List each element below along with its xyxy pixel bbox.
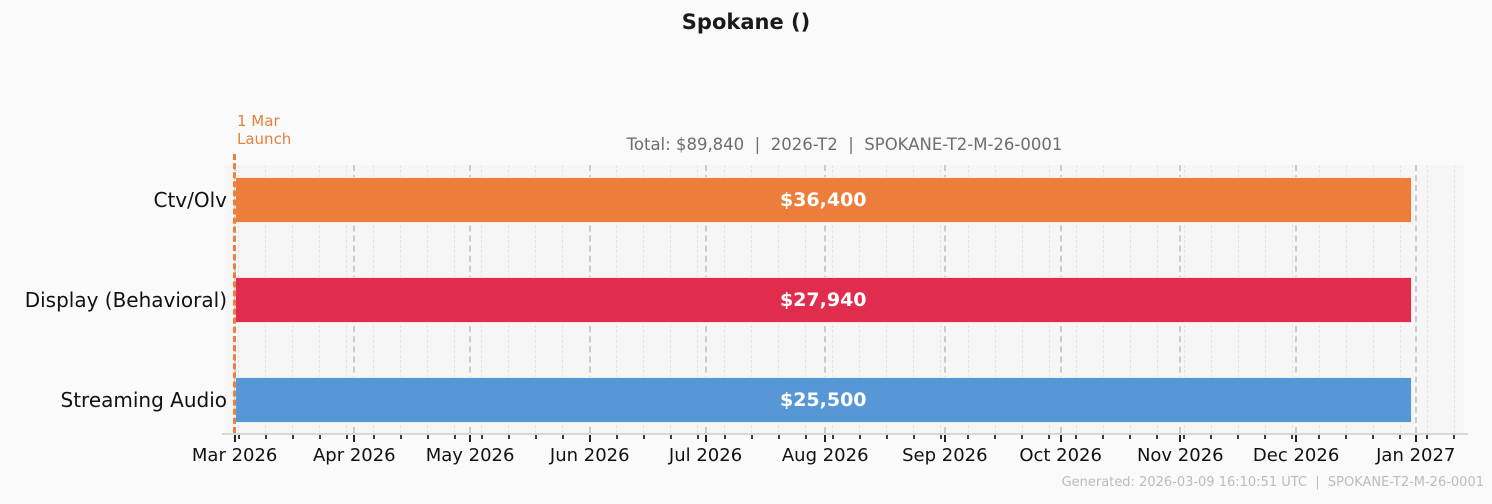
gridline-major <box>1414 165 1417 433</box>
y-axis-label: Display (Behavioral) <box>24 288 227 312</box>
x-tick-minor <box>1453 434 1456 439</box>
x-tick-label: Aug 2026 <box>781 445 869 466</box>
x-tick-minor <box>777 434 780 439</box>
x-tick-major <box>824 434 827 442</box>
x-tick-major <box>1059 434 1062 442</box>
x-tick-minor <box>561 434 564 439</box>
bar: $25,500 <box>234 377 1412 423</box>
gridline-minor <box>1426 165 1428 433</box>
x-tick-minor <box>1264 434 1267 439</box>
x-tick-minor <box>804 434 807 439</box>
x-tick-minor <box>1345 434 1348 439</box>
x-tick-minor <box>994 434 997 439</box>
x-tick-minor <box>264 434 267 439</box>
launch-annotation: 1 Mar Launch <box>237 112 292 148</box>
chart-subtitle: Total: $89,840 | 2026-T2 | SPOKANE-T2-M-… <box>626 135 1063 154</box>
x-tick-minor <box>399 434 402 439</box>
bar: $27,940 <box>234 277 1412 323</box>
x-tick-major <box>1295 434 1298 442</box>
x-tick-minor <box>480 434 483 439</box>
x-tick-minor <box>426 434 429 439</box>
y-axis-label: Ctv/Olv <box>153 188 227 212</box>
x-tick-minor <box>750 434 753 439</box>
x-tick-major <box>588 434 591 442</box>
x-tick-label: Sep 2026 <box>902 445 988 466</box>
x-tick-major <box>1179 434 1182 442</box>
x-tick-major <box>1414 434 1417 442</box>
x-tick-minor <box>912 434 915 439</box>
x-tick-label: Nov 2026 <box>1136 445 1224 466</box>
y-axis-label: Streaming Audio <box>60 388 228 412</box>
bar-value-label: $25,500 <box>779 389 867 411</box>
x-tick-label: Apr 2026 <box>312 445 396 466</box>
bar: $36,400 <box>234 177 1412 223</box>
x-tick-minor <box>237 434 240 439</box>
x-tick-minor <box>1210 434 1213 439</box>
x-tick-minor <box>1048 434 1051 439</box>
x-tick-label: Oct 2026 <box>1019 445 1102 466</box>
x-tick-minor <box>858 434 861 439</box>
x-tick-minor <box>372 434 375 439</box>
x-tick-minor <box>696 434 699 439</box>
x-tick-minor <box>831 434 834 439</box>
x-tick-minor <box>939 434 942 439</box>
x-tick-label: Jan 2027 <box>1376 445 1456 466</box>
x-tick-minor <box>1183 434 1186 439</box>
x-tick-minor <box>1102 434 1105 439</box>
bar-value-label: $36,400 <box>779 189 867 211</box>
x-tick-minor <box>642 434 645 439</box>
x-tick-minor <box>1129 434 1132 439</box>
x-tick-minor <box>1399 434 1402 439</box>
x-tick-label: Dec 2026 <box>1252 445 1340 466</box>
x-tick-major <box>704 434 707 442</box>
x-tick-major <box>353 434 356 442</box>
x-tick-major <box>469 434 472 442</box>
chart-title: Spokane () <box>681 10 811 34</box>
x-tick-minor <box>318 434 321 439</box>
x-tick-minor <box>1372 434 1375 439</box>
gridline-minor <box>1453 165 1455 433</box>
x-tick-minor <box>1021 434 1024 439</box>
x-tick-label: May 2026 <box>425 445 515 466</box>
x-tick-minor <box>291 434 294 439</box>
x-axis-line <box>222 433 1468 435</box>
footer-note: Generated: 2026-03-09 16:10:51 UTC | SPO… <box>1061 475 1484 490</box>
x-tick-minor <box>1156 434 1159 439</box>
launch-annotation-line2: Launch <box>237 129 292 148</box>
x-tick-label: Jul 2026 <box>668 445 743 466</box>
x-tick-minor <box>345 434 348 439</box>
x-tick-minor <box>507 434 510 439</box>
x-tick-minor <box>1291 434 1294 439</box>
x-tick-label: Jun 2026 <box>549 445 630 466</box>
x-tick-label: Mar 2026 <box>191 445 278 466</box>
launch-annotation-line1: 1 Mar <box>237 112 280 130</box>
x-tick-major <box>233 434 236 442</box>
x-tick-minor <box>615 434 618 439</box>
launch-line <box>232 154 236 433</box>
x-tick-minor <box>1075 434 1078 439</box>
x-tick-minor <box>453 434 456 439</box>
x-tick-minor <box>723 434 726 439</box>
x-tick-minor <box>967 434 969 439</box>
x-tick-minor <box>534 434 537 439</box>
x-tick-minor <box>1426 434 1429 439</box>
x-tick-minor <box>1237 434 1240 439</box>
x-tick-minor <box>885 434 888 439</box>
bar-value-label: $27,940 <box>779 289 867 311</box>
x-tick-minor <box>1318 434 1321 439</box>
x-tick-major <box>943 434 946 442</box>
x-tick-minor <box>669 434 672 439</box>
